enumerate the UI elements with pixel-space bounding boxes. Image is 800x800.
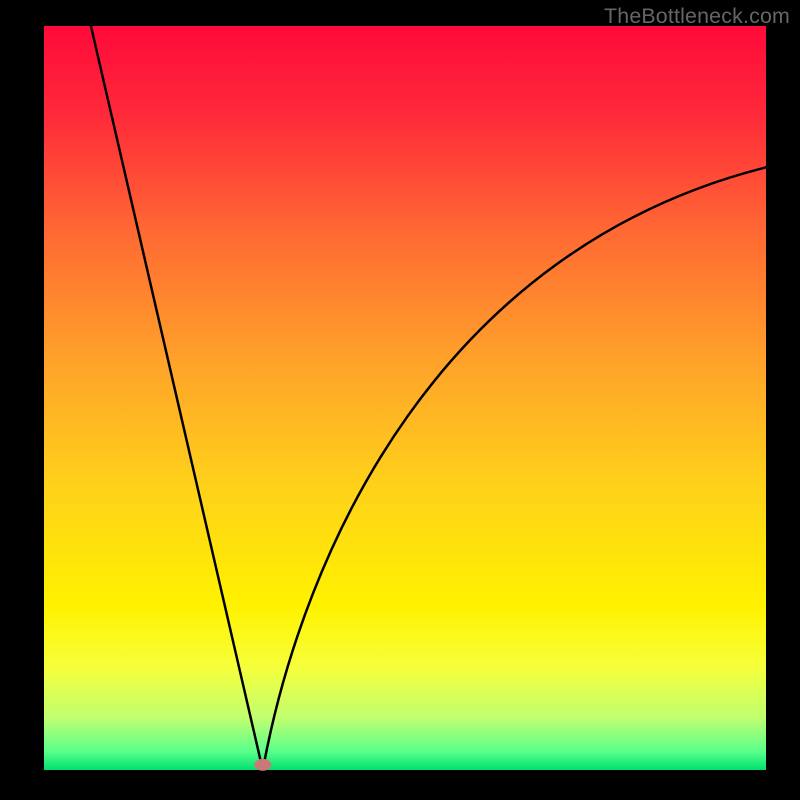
chart-canvas: TheBottleneck.com	[0, 0, 800, 800]
plot-background	[44, 26, 766, 770]
chart-svg	[0, 0, 800, 800]
optimum-marker	[254, 759, 271, 771]
watermark-text: TheBottleneck.com	[604, 4, 790, 29]
